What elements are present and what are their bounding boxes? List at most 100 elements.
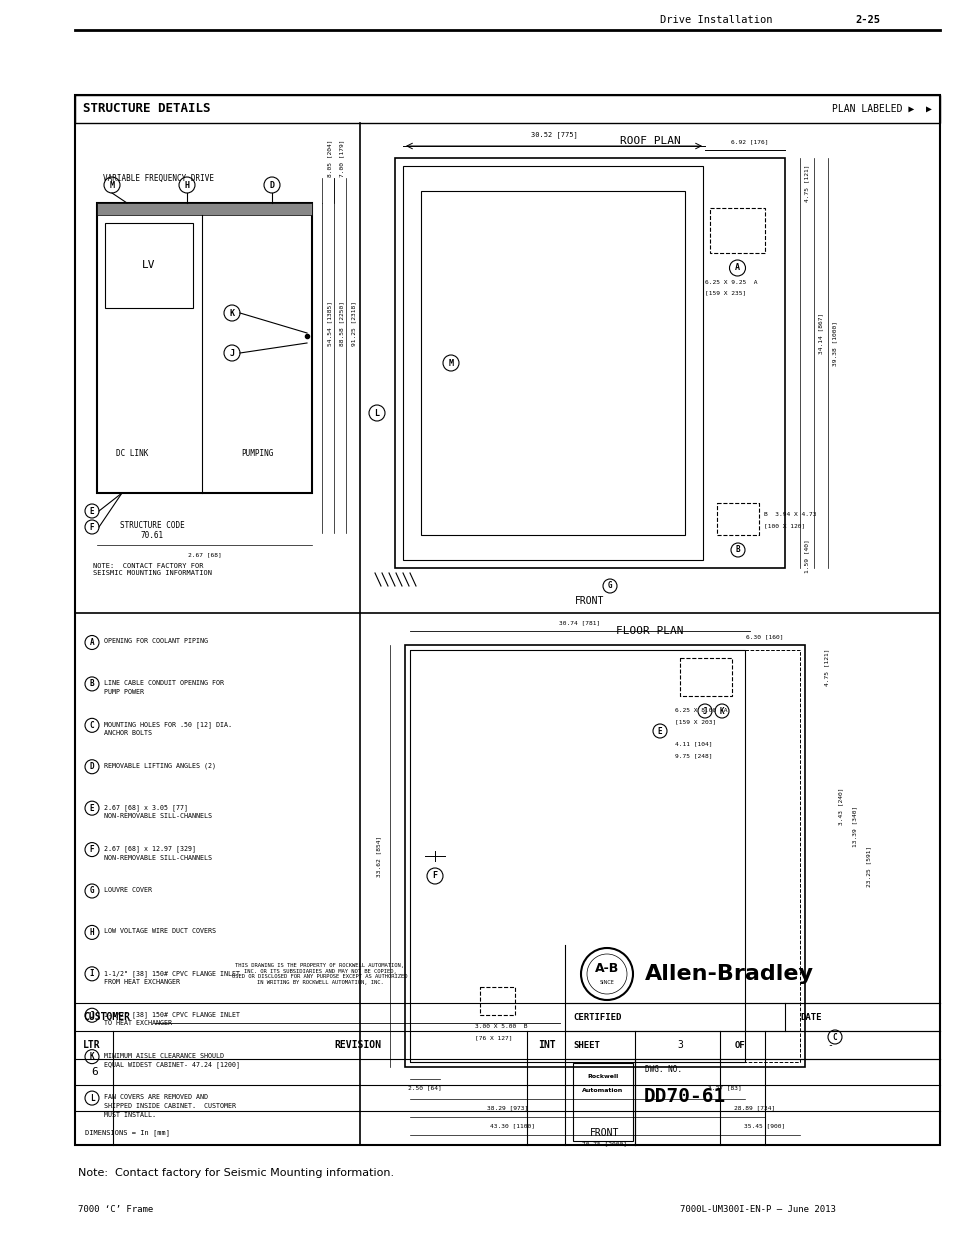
Text: 2-25: 2-25 — [854, 15, 879, 25]
Text: STRUCTURE DETAILS: STRUCTURE DETAILS — [83, 103, 211, 116]
Bar — [709, 207, 764, 253]
Bar — [75, 95, 939, 124]
Text: 6.92 [176]: 6.92 [176] — [731, 140, 768, 144]
Text: [100 X 120]: [100 X 120] — [763, 524, 804, 529]
Text: 54.54 [1385]: 54.54 [1385] — [327, 300, 332, 346]
Text: STRUCTURE CODE
70.61: STRUCTURE CODE 70.61 — [119, 521, 184, 541]
Text: CUSTOMER: CUSTOMER — [83, 1011, 130, 1023]
Bar — [405, 645, 804, 1067]
Text: PUMPING: PUMPING — [240, 448, 273, 457]
Text: [76 X 127]: [76 X 127] — [475, 1035, 512, 1041]
Text: NOTE:  CONTACT FACTORY FOR
SEISMIC MOUNTING INFORMATION: NOTE: CONTACT FACTORY FOR SEISMIC MOUNTI… — [92, 563, 212, 576]
Text: H: H — [184, 180, 190, 189]
Text: H: H — [90, 927, 94, 937]
Text: 38.29 [973]: 38.29 [973] — [486, 1105, 528, 1110]
Text: A: A — [90, 638, 94, 647]
Text: 2.67 [68]: 2.67 [68] — [188, 552, 221, 557]
Text: K: K — [90, 1052, 94, 1061]
Text: INT: INT — [537, 1040, 556, 1050]
Text: PLAN LABELED ▶  ▶: PLAN LABELED ▶ ▶ — [831, 104, 931, 114]
Bar — [410, 650, 800, 1062]
Text: LV: LV — [142, 261, 155, 270]
Text: FAN COVERS ARE REMOVED AND: FAN COVERS ARE REMOVED AND — [104, 1094, 208, 1100]
Text: Automation: Automation — [581, 1088, 623, 1093]
Text: 3.43 [240]: 3.43 [240] — [837, 787, 842, 825]
Text: B: B — [735, 546, 740, 555]
Text: 3.00 X 5.00  B: 3.00 X 5.00 B — [475, 1025, 527, 1030]
Text: 2.67 [68] x 3.05 [77]: 2.67 [68] x 3.05 [77] — [104, 804, 188, 811]
Text: 4.75 [121]: 4.75 [121] — [823, 648, 828, 685]
Text: E: E — [90, 506, 94, 515]
Bar — [479, 987, 515, 1015]
Text: M: M — [448, 358, 453, 368]
Text: 1.59 [40]: 1.59 [40] — [803, 540, 808, 573]
Text: J: J — [90, 1010, 94, 1020]
Bar — [97, 203, 312, 215]
Text: FROM HEAT EXCHANGER: FROM HEAT EXCHANGER — [104, 979, 180, 984]
Text: F: F — [432, 872, 437, 881]
Text: [159 X 203]: [159 X 203] — [675, 720, 716, 725]
Text: 1-1/2" [38] 150# CPVC FLANGE INLET: 1-1/2" [38] 150# CPVC FLANGE INLET — [104, 1011, 240, 1018]
Text: FRONT: FRONT — [575, 597, 604, 606]
Text: 33.62 [854]: 33.62 [854] — [376, 835, 381, 877]
Text: 30.52 [775]: 30.52 [775] — [530, 131, 577, 138]
Text: K: K — [719, 706, 723, 715]
Text: THIS DRAWING IS THE PROPERTY OF ROCKWELL AUTOMATION,
INC. OR ITS SUBSIDIARIES AN: THIS DRAWING IS THE PROPERTY OF ROCKWELL… — [232, 963, 407, 986]
Bar — [402, 165, 702, 559]
Text: D: D — [90, 762, 94, 771]
Text: OPENING FOR COOLANT PIPING: OPENING FOR COOLANT PIPING — [104, 638, 208, 645]
Text: VARIABLE FREQUENCY DRIVE: VARIABLE FREQUENCY DRIVE — [103, 173, 213, 183]
Text: FLOOR PLAN: FLOOR PLAN — [616, 626, 683, 636]
Text: B  3.94 X 4.73: B 3.94 X 4.73 — [763, 511, 816, 516]
Text: ROOF PLAN: ROOF PLAN — [619, 136, 679, 146]
Text: 23.25 [591]: 23.25 [591] — [865, 846, 870, 887]
Text: 3.27 [83]: 3.27 [83] — [707, 1086, 741, 1091]
Text: 70.75 [2000]: 70.75 [2000] — [582, 1141, 627, 1146]
Text: 6: 6 — [91, 1067, 98, 1077]
Bar — [97, 203, 312, 493]
Text: G: G — [607, 582, 612, 590]
Text: MINIMUM AISLE CLEARANCE SHOULD: MINIMUM AISLE CLEARANCE SHOULD — [104, 1052, 224, 1058]
Text: NON-REMOVABLE SILL-CHANNELS: NON-REMOVABLE SILL-CHANNELS — [104, 855, 212, 861]
Text: 88.58 [2250]: 88.58 [2250] — [338, 300, 344, 346]
Text: A: A — [734, 263, 740, 273]
Text: DWG. NO.: DWG. NO. — [644, 1065, 681, 1073]
Text: 2.67 [68] x 12.97 [329]: 2.67 [68] x 12.97 [329] — [104, 846, 195, 852]
Bar — [679, 658, 731, 697]
Text: TO HEAT EXCHANGER: TO HEAT EXCHANGER — [104, 1020, 172, 1026]
Text: OF: OF — [734, 1041, 744, 1050]
Text: J: J — [702, 706, 706, 715]
Text: 30.74 [781]: 30.74 [781] — [558, 620, 600, 625]
Text: LINE CABLE CONDUIT OPENING FOR: LINE CABLE CONDUIT OPENING FOR — [104, 680, 224, 685]
Text: -: - — [826, 1040, 832, 1050]
Text: EQUAL WIDEST CABINET- 47.24 [1200]: EQUAL WIDEST CABINET- 47.24 [1200] — [104, 1062, 240, 1068]
Text: 4.11 [104]: 4.11 [104] — [675, 741, 712, 746]
Text: 39.38 [1000]: 39.38 [1000] — [831, 321, 836, 366]
Text: C: C — [832, 1032, 837, 1041]
Text: ANCHOR BOLTS: ANCHOR BOLTS — [104, 730, 152, 736]
Text: REVISION: REVISION — [334, 1040, 380, 1050]
Text: 7000L-UM300I-EN-P – June 2013: 7000L-UM300I-EN-P – June 2013 — [679, 1205, 835, 1214]
Text: Note:  Contact factory for Seismic Mounting information.: Note: Contact factory for Seismic Mounti… — [78, 1168, 394, 1178]
Text: 6.30 [160]: 6.30 [160] — [745, 635, 783, 640]
Text: L: L — [90, 1093, 94, 1103]
Text: Drive Installation: Drive Installation — [659, 15, 772, 25]
Text: M: M — [110, 180, 114, 189]
Text: 4.75 [121]: 4.75 [121] — [803, 164, 808, 201]
Text: E: E — [90, 804, 94, 813]
Bar — [75, 95, 939, 1145]
Text: L: L — [375, 409, 379, 417]
Text: F: F — [90, 845, 94, 855]
Text: I: I — [90, 969, 94, 978]
Text: MUST INSTALL.: MUST INSTALL. — [104, 1112, 156, 1118]
Text: C: C — [90, 721, 94, 730]
Text: 34.14 [867]: 34.14 [867] — [817, 312, 822, 353]
Text: 8.05 [204]: 8.05 [204] — [327, 140, 332, 177]
Text: A-B: A-B — [595, 962, 618, 974]
Text: DIMENSIONS = In [mm]: DIMENSIONS = In [mm] — [85, 1130, 170, 1136]
Text: DD70-61: DD70-61 — [643, 1088, 725, 1107]
Text: 2.50 [64]: 2.50 [64] — [408, 1086, 441, 1091]
Text: 43.30 [1100]: 43.30 [1100] — [490, 1124, 535, 1129]
Text: K: K — [230, 309, 234, 317]
Text: LOW VOLTAGE WIRE DUCT COVERS: LOW VOLTAGE WIRE DUCT COVERS — [104, 929, 215, 935]
